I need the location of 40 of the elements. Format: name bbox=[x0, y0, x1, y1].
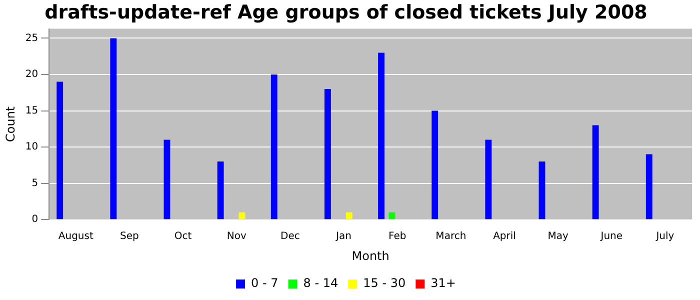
x-tick-label: Oct bbox=[174, 231, 192, 242]
y-tick-label: 0 bbox=[32, 214, 38, 226]
x-tick-label: June bbox=[600, 231, 623, 242]
legend-label: 8 - 14 bbox=[303, 276, 338, 290]
y-tick-label: 15 bbox=[25, 105, 38, 116]
legend-label: 31+ bbox=[430, 276, 456, 290]
bar bbox=[217, 162, 224, 220]
bar bbox=[432, 110, 438, 220]
x-tick-label: March bbox=[436, 231, 466, 242]
bar bbox=[346, 212, 352, 220]
chart-title: drafts-update-ref Age groups of closed tickets July 2008 bbox=[44, 1, 648, 24]
bar bbox=[378, 52, 384, 220]
x-tick-label: August bbox=[58, 231, 94, 242]
bar bbox=[270, 74, 278, 220]
y-tick-label: 25 bbox=[25, 32, 38, 44]
legend-label: 0 - 7 bbox=[251, 276, 278, 290]
bar bbox=[324, 89, 331, 220]
bar bbox=[592, 125, 599, 220]
bar bbox=[164, 140, 170, 220]
x-tick-label: Jan bbox=[335, 231, 352, 242]
x-axis-title: Month bbox=[352, 248, 390, 263]
x-tick-label: Feb bbox=[388, 231, 406, 242]
y-tick-label: 20 bbox=[25, 69, 38, 80]
x-tick-label: Dec bbox=[280, 231, 300, 242]
bar bbox=[646, 154, 652, 220]
x-tick-label: July bbox=[655, 231, 674, 242]
x-tick-label: Nov bbox=[226, 231, 246, 242]
y-tick-label: 5 bbox=[32, 178, 38, 189]
bar bbox=[388, 212, 396, 220]
bar bbox=[56, 82, 64, 220]
x-tick-label: May bbox=[548, 231, 568, 242]
bar bbox=[485, 140, 492, 220]
x-tick-label: April bbox=[493, 231, 516, 242]
y-tick-label: 10 bbox=[25, 142, 38, 153]
y-axis-title: Count bbox=[3, 106, 18, 142]
bar bbox=[110, 38, 117, 220]
bar bbox=[238, 212, 246, 220]
x-tick-label: Sep bbox=[120, 231, 139, 242]
legend-label: 15 - 30 bbox=[363, 276, 406, 290]
bar bbox=[538, 162, 546, 220]
